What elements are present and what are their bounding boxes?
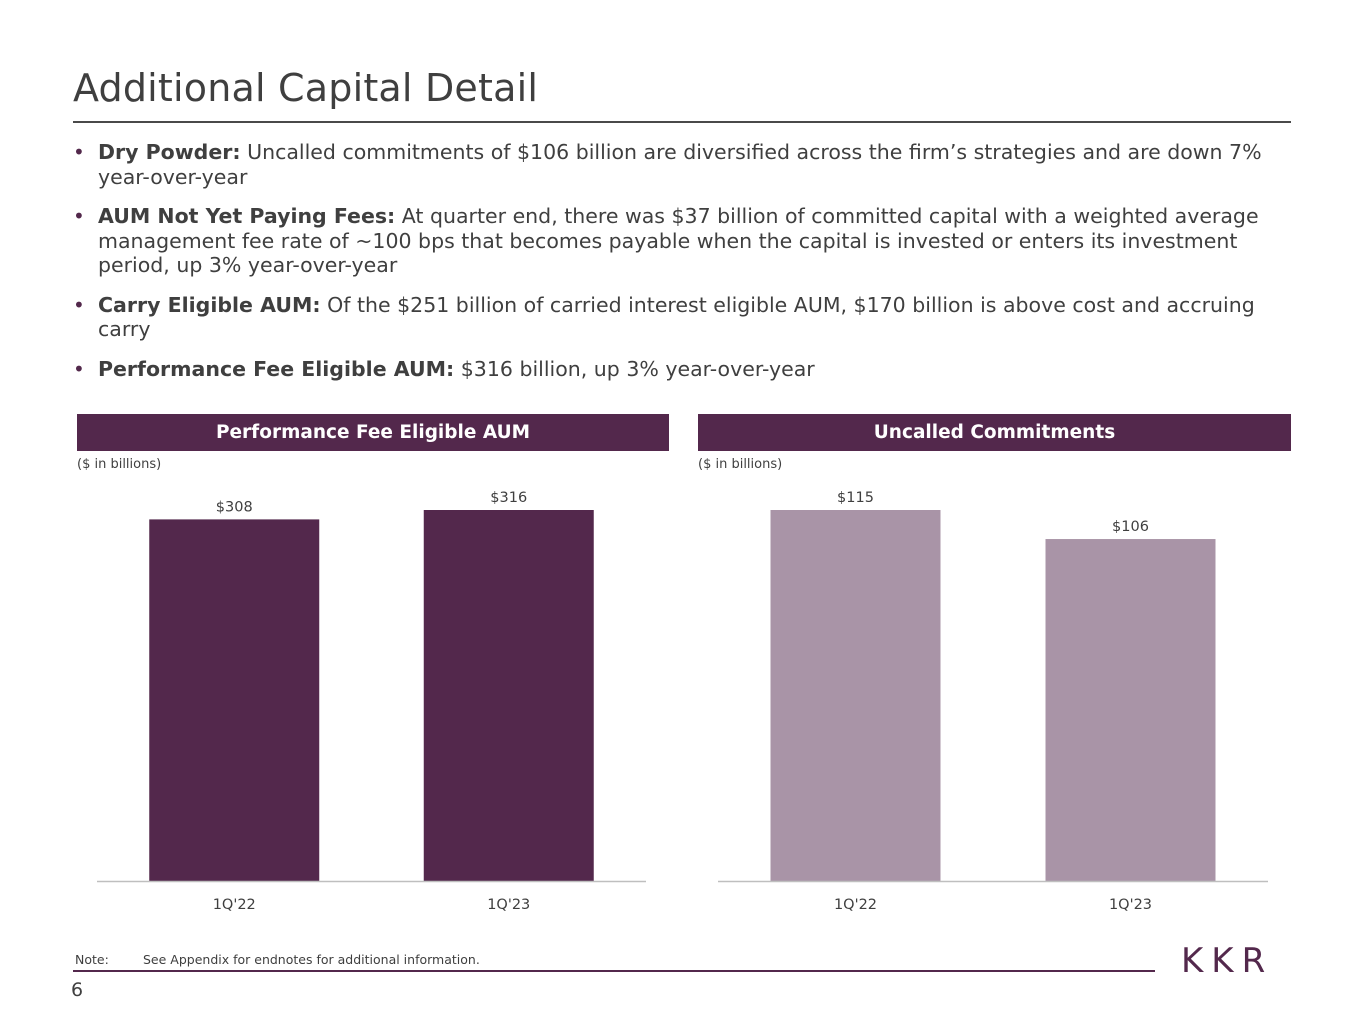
bullet-label: Carry Eligible AUM:	[98, 292, 321, 317]
data-label: $106	[1112, 519, 1149, 535]
kkr-logo: KKR	[1181, 941, 1274, 981]
bullet-dot-icon: •	[73, 292, 85, 317]
page-number: 6	[71, 979, 84, 1001]
chart-header-performance-fee-aum: Performance Fee Eligible AUM	[77, 414, 669, 451]
bullet-item: • Carry Eligible AUM: Of the $251 billion…	[73, 293, 1295, 342]
data-label: $115	[837, 490, 874, 506]
data-label: $308	[216, 499, 253, 515]
x-tick-label: 1Q'22	[834, 897, 877, 913]
bullet-text: Uncalled commitments of $106 billion are…	[98, 140, 1262, 189]
data-label: $316	[490, 490, 527, 506]
title-divider	[73, 121, 1291, 123]
bullet-list: • Dry Powder: Uncalled commitments of $10…	[73, 140, 1295, 396]
chart-unit-note: ($ in billions)	[77, 457, 162, 472]
bullet-dot-icon: •	[73, 140, 85, 164]
bullet-text: Of the $251 billion of carried interest …	[98, 292, 1255, 342]
x-tick-label: 1Q'23	[487, 897, 530, 913]
bullet-item: • Dry Powder: Uncalled commitments of $10…	[73, 140, 1295, 189]
bullet-label: AUM Not Yet Paying Fees:	[98, 204, 396, 228]
bullet-text: At quarter end, there was $37 billion of…	[98, 204, 1259, 277]
bar-1q23	[423, 510, 594, 881]
bar-1q23	[1045, 539, 1216, 881]
bullet-item: • AUM Not Yet Paying Fees: At quarter end…	[73, 204, 1295, 278]
bullet-label: Dry Powder:	[98, 140, 241, 164]
bar-1q22	[770, 510, 941, 881]
x-tick-label: 1Q'23	[1109, 897, 1152, 913]
bullet-text: $316 billion, up 3% year-over-year	[454, 356, 815, 381]
bullet-dot-icon: •	[73, 356, 85, 381]
performance-fee-aum-chart: $308 1Q'22 $316 1Q'23	[97, 490, 646, 913]
chart-unit-note: ($ in billions)	[698, 457, 783, 472]
footer-divider	[73, 970, 1155, 972]
bullet-item: • Performance Fee Eligible AUM: $316 bill…	[73, 357, 1295, 382]
footnote-label: Note:	[75, 952, 109, 967]
uncalled-commitments-chart: $115 1Q'22 $106 1Q'23	[718, 490, 1268, 913]
footnote-text: See Appendix for endnotes for additional…	[143, 952, 480, 967]
bullet-label: Performance Fee Eligible AUM:	[98, 356, 455, 381]
bullet-dot-icon: •	[73, 204, 85, 228]
page-title: Additional Capital Detail	[73, 66, 539, 110]
footnote: Note: See Appendix for endnotes for addit…	[75, 952, 480, 967]
chart-header-uncalled-commitments: Uncalled Commitments	[698, 414, 1291, 451]
x-tick-label: 1Q'22	[213, 897, 256, 913]
bar-1q22	[149, 519, 320, 881]
